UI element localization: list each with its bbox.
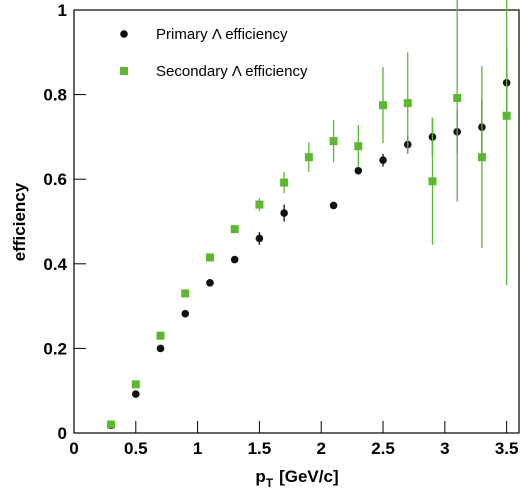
x-tick-label: 0 [69, 439, 78, 458]
data-point [131, 380, 140, 389]
x-tick-label: 3 [440, 439, 449, 458]
data-point [477, 153, 486, 162]
x-label-main: p [255, 467, 265, 486]
y-tick-label: 0.4 [43, 255, 67, 274]
data-point [280, 209, 288, 217]
y-tick-label: 0.2 [43, 339, 67, 358]
data-point [230, 255, 239, 264]
data-point [379, 156, 387, 164]
data-point [453, 93, 462, 102]
y-tick-label: 0.8 [43, 86, 67, 105]
data-point [502, 111, 511, 120]
x-axis-label: pT [GeV/c] [255, 467, 338, 490]
data-point [304, 153, 313, 162]
data-point [255, 234, 264, 243]
data-point [354, 166, 363, 175]
x-tick-label: 2 [316, 439, 325, 458]
data-point [181, 289, 190, 298]
data-point [181, 309, 190, 318]
y-tick-label: 0.6 [43, 170, 67, 189]
data-point [354, 142, 363, 151]
legend-marker [120, 30, 128, 38]
data-point [206, 279, 214, 287]
plot-frame [73, 9, 520, 434]
x-label-unit: [GeV/c] [279, 467, 339, 486]
legend-marker [120, 67, 128, 75]
x-tick-label: 2.5 [371, 439, 395, 458]
data-point [379, 101, 388, 110]
y-tick-label: 0 [58, 424, 67, 443]
legend-label: Secondary Λ efficiency [156, 63, 308, 80]
x-tick-label: 3.5 [495, 439, 519, 458]
data-point [156, 344, 165, 353]
x-tick-label: 1.5 [248, 439, 272, 458]
data-point [230, 225, 239, 234]
x-tick-label: 1 [193, 439, 202, 458]
data-point [156, 331, 165, 340]
data-point [107, 420, 116, 429]
y-axis-label: efficiency [10, 182, 29, 261]
data-point [428, 177, 437, 186]
data-point [329, 201, 338, 210]
data-point [280, 178, 289, 187]
y-tick-label: 1 [58, 1, 67, 20]
data-point [403, 99, 412, 108]
data-point [132, 390, 140, 398]
data-point [255, 200, 264, 209]
legend-label: Primary Λ efficiency [156, 26, 288, 43]
data-point [205, 253, 214, 262]
x-label-sub: T [266, 476, 274, 490]
x-tick-label: 0.5 [124, 439, 148, 458]
data-point [329, 137, 338, 146]
